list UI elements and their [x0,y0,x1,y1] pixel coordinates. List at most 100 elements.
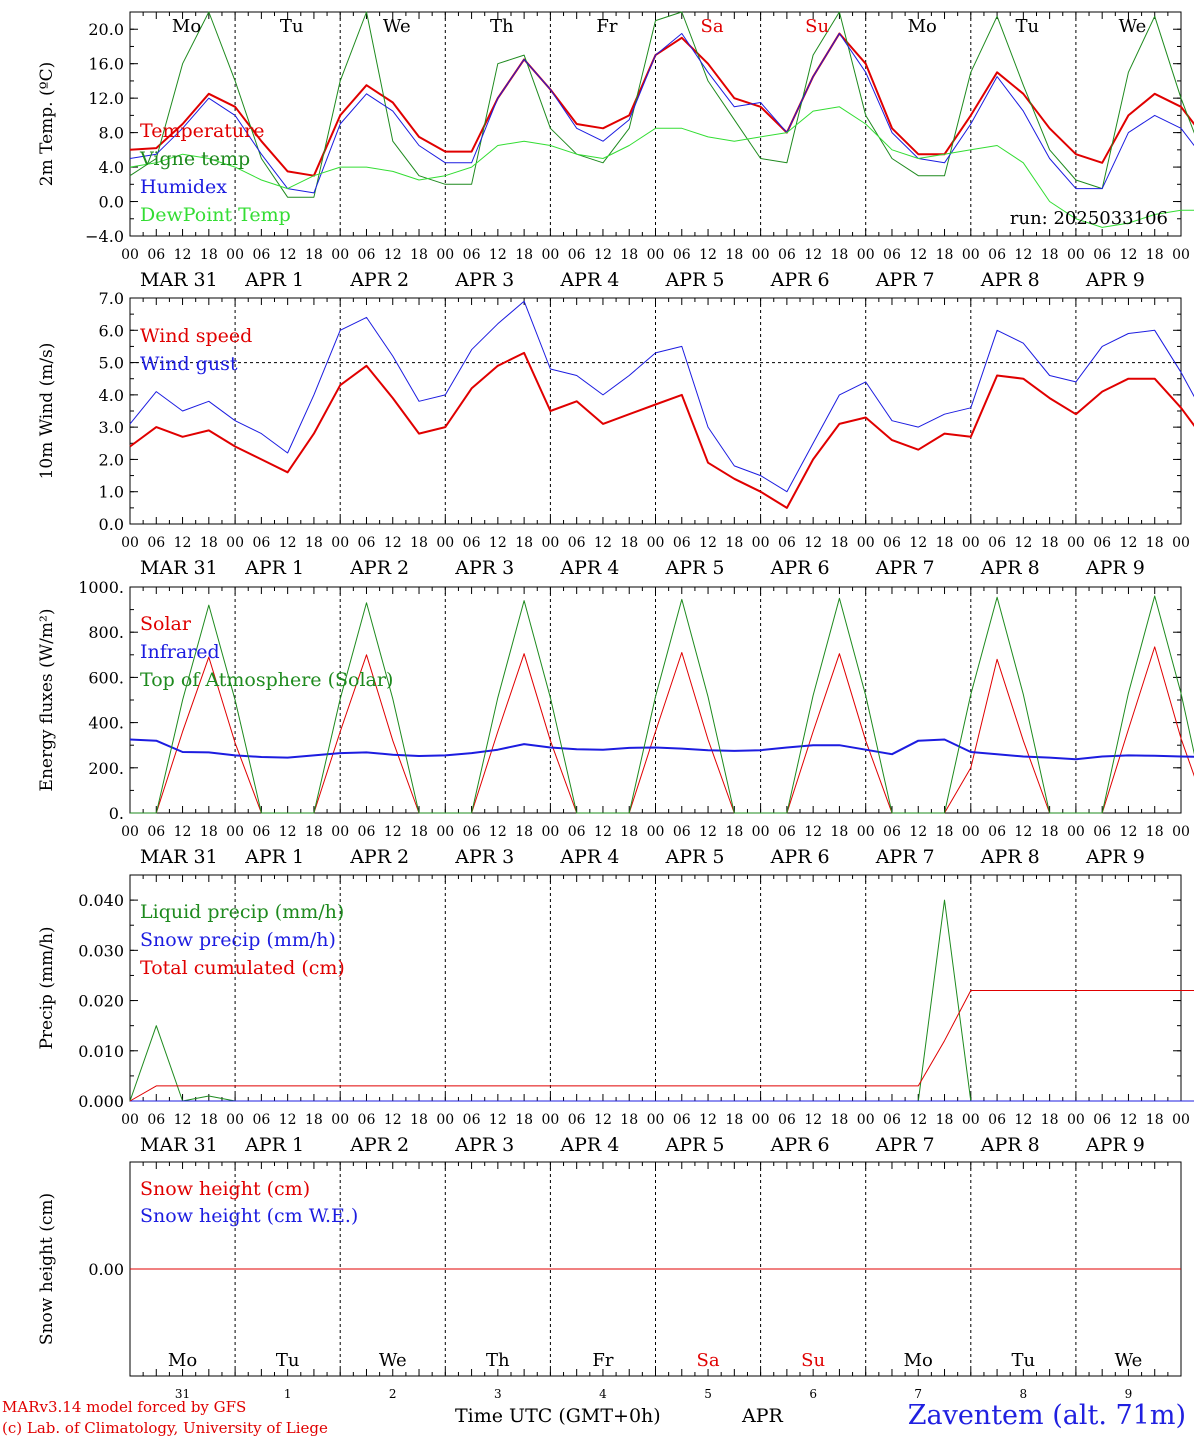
date-label: APR 8 [980,1134,1040,1156]
hour-tick-label: 06 [1093,247,1111,263]
day-number: 1 [284,1387,292,1401]
hour-tick-label: 06 [1093,1112,1111,1128]
hour-tick-label: 18 [305,247,323,263]
series-line-dewpoint-temp [129,106,1194,228]
hour-tick-label: 00 [1067,247,1085,263]
hour-tick-label: 06 [252,535,270,551]
hour-tick-label: 06 [147,247,165,263]
series-line-infrared [129,738,1194,761]
date-label: MAR 31 [140,846,218,868]
y-tick-label: 0.00 [88,1260,124,1279]
hour-tick-label: 00 [962,1112,980,1128]
hour-tick-label: 06 [778,824,796,840]
hour-tick-label: 00 [752,535,770,551]
hour-tick-label: 12 [804,1112,822,1128]
hour-tick-label: 00 [1172,247,1190,263]
y-tick-label: 600. [88,668,124,687]
legend-entry: Temperature [140,120,264,142]
hour-tick-label: 06 [358,535,376,551]
hour-tick-label: 00 [541,824,559,840]
panel-1: 20.0 16.0 12.0 8.0 4.0 0.0 −4.0 2m Temp. (ºC) Te… [37,11,1194,291]
day-name: Sa [701,16,724,37]
hour-tick-label: 00 [121,535,139,551]
hour-tick-label: 06 [883,535,901,551]
hour-tick-label: 18 [200,1112,218,1128]
hour-tick-label: 06 [252,1112,270,1128]
legend-entry: DewPoint Temp [140,204,291,226]
legend-entry: Humidex [140,176,227,198]
hour-tick-label: 00 [1067,1112,1085,1128]
hour-tick-label: 06 [568,247,586,263]
y-tick-label: 1000. [78,578,124,597]
hour-tick-label: 06 [147,535,165,551]
hour-tick-label: 12 [174,247,192,263]
run-label: run: 2025033106 [1010,208,1168,229]
date-label: APR 5 [665,557,725,579]
hour-tick-label: 12 [384,1112,402,1128]
series-line-temperature [129,32,1194,177]
hour-tick-label: 18 [305,535,323,551]
date-label: APR 5 [665,846,725,868]
hour-tick-label: 00 [857,824,875,840]
hour-tick-label: 12 [489,535,507,551]
hour-tick-label: 00 [857,247,875,263]
day-name: Su [801,1350,825,1371]
hour-tick-label: 18 [410,1112,428,1128]
date-label: APR 7 [875,1134,935,1156]
y-tick-label: 16.0 [88,55,124,74]
series-line-vigne-temp [129,11,1194,198]
plot-frame [129,11,1182,237]
hour-tick-label: 18 [515,247,533,263]
hour-tick-label: 00 [121,1112,139,1128]
y-tick-label: 0.020 [78,992,124,1011]
hour-tick-label: 06 [147,824,165,840]
day-name: Tu [1016,16,1040,37]
hour-tick-label: 06 [252,247,270,263]
hour-tick-label: 18 [1041,1112,1059,1128]
y-tick-label: 200. [88,759,124,778]
hour-tick-label: 06 [988,1112,1006,1128]
date-label: APR 1 [244,269,304,291]
hour-tick-label: 06 [778,535,796,551]
legend-entry: Total cumulated (cm) [140,957,345,979]
day-number: 7 [914,1387,922,1401]
hour-tick-label: 12 [279,824,297,840]
hour-tick-label: 06 [883,824,901,840]
series-line-top-of-atmosphere-solar- [130,595,1194,814]
hour-tick-label: 18 [1146,247,1164,263]
hour-tick-label: 06 [988,247,1006,263]
date-label: APR 7 [875,557,935,579]
day-number: 9 [1125,1387,1133,1401]
hour-tick-label: 00 [331,247,349,263]
hour-tick-label: 06 [463,1112,481,1128]
panel-3: 1000. 800. 600. 400. 200. 0. Energy fluxes (W/… [37,578,1194,868]
lab-credit: (c) Lab. of Climatology, University of L… [2,1419,328,1437]
hour-tick-label: 12 [174,535,192,551]
hour-tick-label: 12 [699,535,717,551]
hour-tick-label: 18 [410,247,428,263]
hour-tick-label: 18 [936,824,954,840]
hour-tick-label: 18 [831,247,849,263]
hour-tick-label: 00 [436,1112,454,1128]
day-name: Mo [168,1350,197,1371]
hour-tick-label: 00 [121,247,139,263]
date-label: MAR 31 [140,1134,218,1156]
y-tick-label: 12.0 [88,89,124,108]
hour-tick-label: 00 [647,535,665,551]
hour-tick-label: 12 [1014,535,1032,551]
legend-entry: Top of Atmosphere (Solar) [140,669,393,691]
hour-tick-label: 12 [594,1112,612,1128]
date-label: APR 4 [559,557,619,579]
day-name: We [1115,1350,1143,1371]
hour-tick-label: 12 [1120,535,1138,551]
hour-tick-label: 12 [909,247,927,263]
hour-tick-label: 12 [489,824,507,840]
hour-tick-label: 00 [1172,1112,1190,1128]
hour-tick-label: 00 [1067,535,1085,551]
hour-tick-label: 18 [620,824,638,840]
hour-tick-label: 00 [962,535,980,551]
date-label: MAR 31 [140,269,218,291]
hour-tick-label: 00 [1172,824,1190,840]
hour-tick-label: 00 [436,535,454,551]
day-name: Th [486,1350,510,1371]
